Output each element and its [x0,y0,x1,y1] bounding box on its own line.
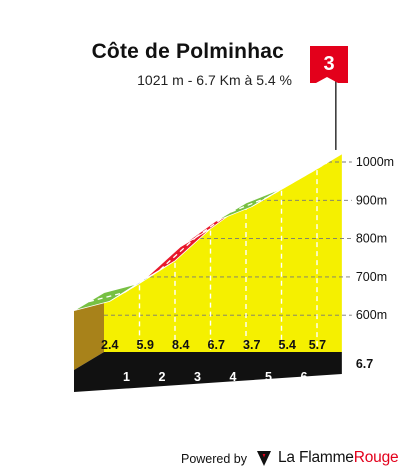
x-tick-label: 6.7 [356,357,373,371]
x-tick-label: 5 [265,370,272,384]
segment-gradient-label: 5.9 [137,338,154,352]
segment-gradient-label: 3.7 [243,338,260,352]
segment-gradient-label: 8.4 [172,338,189,352]
brand-name-part2: Rouge [353,449,399,466]
footer: Powered by La FlammeRouge [0,448,405,470]
x-tick-label: 6 [301,370,308,384]
profile-side-face [74,292,104,370]
climb-title: Côte de Polminhac [91,40,284,63]
category-flag-label: 3 [323,53,334,75]
x-tick-label: 2 [159,370,166,384]
stripe-centerline [301,162,328,178]
category-flag [310,46,348,83]
elevation-profile-chart: 600m 700m 800m 900m 1000m 2.4 5.9 8.4 6.7 3.7 5.4 5… [73,46,394,392]
profile-base-band [74,352,342,392]
y-tick-label: 800m [356,232,387,246]
stripe-centerline [266,176,303,199]
segment-gradient-label: 5.4 [279,338,296,352]
brand-name-part1: La Flamme [278,449,354,466]
y-tick-label: 900m [356,193,387,207]
x-tick-label: 1 [123,370,130,384]
y-tick-label: 1000m [356,155,394,169]
stripe-centerline [159,237,196,271]
brand-name: La FlammeRouge [278,449,399,467]
profile-area [104,153,342,352]
stripe-centerline [88,291,125,303]
x-tick-label: 3 [194,370,201,384]
flame-logo-icon [257,451,271,466]
powered-by-text: Powered by [180,452,247,466]
stripe-centerline [230,197,267,213]
y-tick-label: 700m [356,270,387,284]
x-tick-label: 4 [230,370,237,384]
stripe-centerline [124,269,161,293]
y-tick-label: 600m [356,308,387,322]
segment-gradient-label: 2.4 [101,338,118,352]
segment-gradient-label: 6.7 [208,338,225,352]
segment-gradient-label: 5.7 [309,338,326,352]
climb-subtitle: 1021 m - 6.7 Km à 5.4 % [137,72,292,88]
